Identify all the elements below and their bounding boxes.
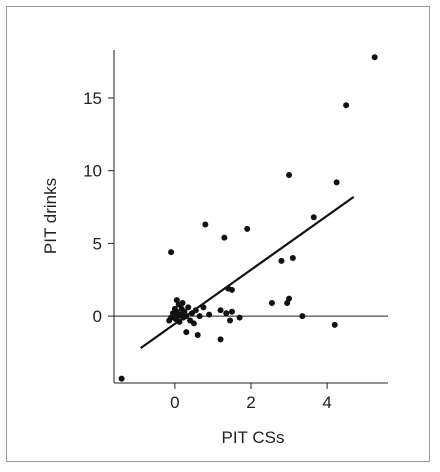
data-point xyxy=(118,375,125,382)
data-point xyxy=(206,311,213,318)
data-point xyxy=(183,313,190,320)
data-point xyxy=(236,314,243,321)
regression-line xyxy=(140,195,355,349)
data-point xyxy=(227,317,234,324)
data-point xyxy=(331,321,338,328)
data-point xyxy=(286,172,293,179)
y-axis-title: PIT drinks xyxy=(41,178,60,254)
marks xyxy=(118,54,378,382)
data-point xyxy=(310,214,317,221)
data-point xyxy=(196,313,203,320)
data-point xyxy=(228,286,235,293)
data-point xyxy=(200,304,207,311)
data-point xyxy=(183,329,190,336)
data-point xyxy=(168,249,175,256)
data-point xyxy=(185,304,192,311)
y-tick-label: 15 xyxy=(83,89,102,108)
x-axis-title: PIT CSs xyxy=(222,428,285,447)
data-point xyxy=(268,300,275,307)
y-tick-label: 5 xyxy=(93,234,102,253)
chart-frame xyxy=(6,6,430,462)
data-point xyxy=(217,336,224,343)
x-tick-label: 0 xyxy=(170,393,179,412)
data-point xyxy=(221,234,228,241)
data-point xyxy=(194,332,201,339)
data-point xyxy=(333,179,340,186)
data-point xyxy=(166,317,173,324)
data-point xyxy=(289,254,296,261)
data-point xyxy=(179,300,186,307)
data-point xyxy=(299,313,306,320)
data-point xyxy=(192,307,199,314)
data-point xyxy=(343,102,350,109)
data-point xyxy=(286,295,293,302)
data-point xyxy=(278,257,285,264)
data-point xyxy=(223,310,230,317)
axes: 0 5 10 15 0 2 4 xyxy=(83,50,388,412)
y-tick-label: 10 xyxy=(83,162,102,181)
data-point xyxy=(202,221,209,228)
data-point xyxy=(217,307,224,314)
data-point xyxy=(228,308,235,315)
data-point xyxy=(190,320,197,327)
data-point xyxy=(176,318,183,325)
x-tick-label: 4 xyxy=(322,393,331,412)
data-point xyxy=(244,225,251,232)
data-point xyxy=(371,54,378,61)
y-tick-label: 0 xyxy=(93,307,102,326)
x-tick-label: 2 xyxy=(246,393,255,412)
